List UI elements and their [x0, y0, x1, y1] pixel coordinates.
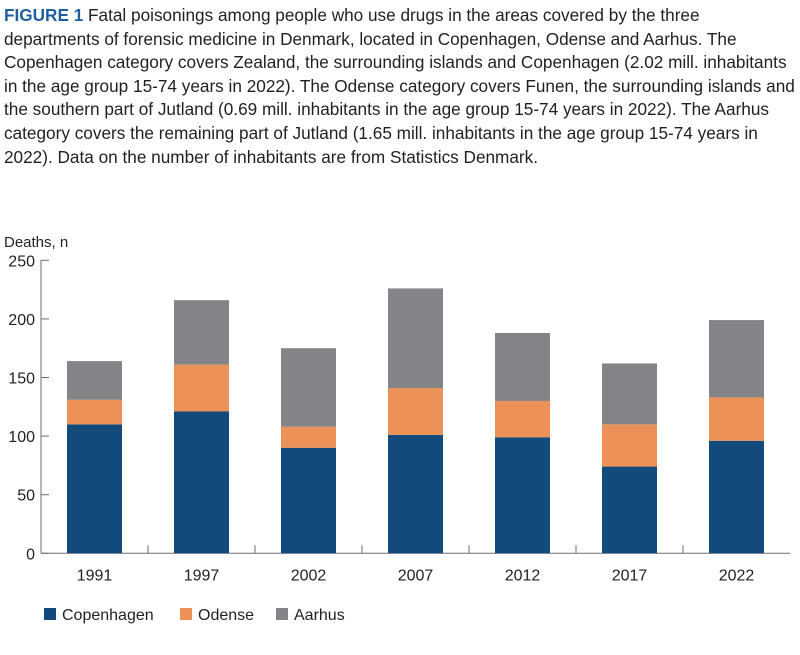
- bar-odense-2012: [495, 400, 550, 438]
- bar-aarhus-2007: [388, 288, 443, 389]
- legend-swatch-aarhus: [276, 608, 288, 620]
- figure-caption: FIGURE 1 Fatal poisonings among people w…: [4, 4, 796, 169]
- x-tick-label: 2002: [291, 567, 327, 584]
- bar-copenhagen-1991: [67, 424, 122, 554]
- bar-aarhus-2002: [281, 348, 336, 427]
- y-tick-label: 200: [8, 312, 35, 329]
- bar-copenhagen-1997: [174, 411, 229, 554]
- bar-odense-2002: [281, 426, 336, 448]
- bar-odense-2007: [388, 388, 443, 435]
- bar-aarhus-2022: [709, 320, 764, 398]
- x-tick-label: 2007: [398, 567, 434, 584]
- bar-aarhus-1997: [174, 300, 229, 365]
- bar-copenhagen-2022: [709, 440, 764, 554]
- bar-odense-2017: [602, 424, 657, 467]
- bar-aarhus-2012: [495, 332, 550, 401]
- bar-aarhus-2017: [602, 363, 657, 425]
- legend-label-aarhus: Aarhus: [294, 607, 345, 624]
- legend-label-odense: Odense: [198, 607, 254, 624]
- legend-label-copenhagen: Copenhagen: [62, 607, 154, 624]
- bar-aarhus-1991: [67, 361, 122, 400]
- y-axis-label: Deaths, n: [4, 234, 68, 251]
- caption-text: Fatal poisonings among people who use dr…: [4, 5, 795, 167]
- bar-copenhagen-2012: [495, 437, 550, 554]
- y-tick-label: 150: [8, 371, 35, 388]
- legend-swatch-copenhagen: [44, 608, 56, 620]
- x-tick-label: 2017: [612, 567, 648, 584]
- y-tick-label: 100: [8, 429, 35, 446]
- x-tick-label: 1997: [184, 567, 220, 584]
- bar-copenhagen-2017: [602, 466, 657, 554]
- figure-label: FIGURE 1: [4, 5, 84, 25]
- bar-odense-1991: [67, 399, 122, 425]
- bar-copenhagen-2007: [388, 434, 443, 554]
- bar-odense-1997: [174, 364, 229, 412]
- y-tick-label: 0: [26, 546, 35, 563]
- bar-copenhagen-2002: [281, 447, 336, 554]
- x-tick-label: 2012: [505, 567, 541, 584]
- y-tick-label: 50: [17, 488, 35, 505]
- legend-swatch-odense: [180, 608, 192, 620]
- x-tick-label: 1991: [77, 567, 113, 584]
- y-tick-label: 250: [8, 253, 35, 270]
- x-tick-label: 2022: [719, 567, 755, 584]
- bar-odense-2022: [709, 397, 764, 441]
